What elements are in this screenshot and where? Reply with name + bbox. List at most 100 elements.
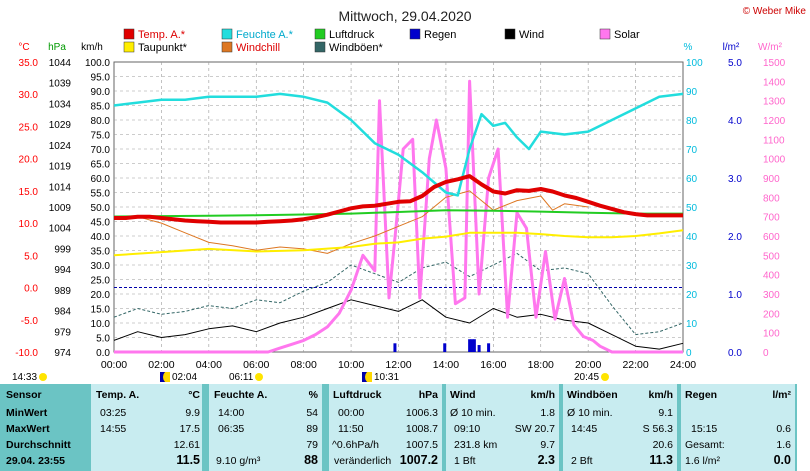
wind-tick-label: 80.0 <box>91 116 111 127</box>
temp-tick-label: 35.0 <box>19 58 39 69</box>
solar-tick-label: 1100 <box>763 135 785 146</box>
row-avg-temp-value: 12.61 <box>173 439 200 451</box>
row-max-label: MaxWert <box>6 423 50 435</box>
rain-tick-label: 0.0 <box>728 348 742 359</box>
row-max-wind-value: SW 20.7 <box>514 423 555 435</box>
wind-tick-label: 0.0 <box>96 348 110 359</box>
header-temp-unit: °C <box>188 389 200 401</box>
row-current-rain-value: 0.0 <box>773 453 791 467</box>
pressure-tick-label: 999 <box>54 244 71 255</box>
legend-label-0: Temp. A.* <box>138 29 186 41</box>
solar-tick-label: 100 <box>763 329 780 340</box>
stats-col-rain <box>681 384 795 471</box>
wind-tick-label: 70.0 <box>91 145 111 156</box>
temp-tick-label: 30.0 <box>19 90 39 101</box>
pressure-tick-label: 1014 <box>49 182 72 193</box>
copyright-text: © Weber Mike <box>743 6 807 17</box>
x-tick-label: 18:00 <box>528 359 554 371</box>
wind-tick-label: 40.0 <box>91 232 111 243</box>
wind-tick-label: 95.0 <box>91 73 111 84</box>
rain-tick-label: 5.0 <box>728 58 742 69</box>
legend-swatch-8 <box>314 41 326 53</box>
solar-tick-label: 0 <box>763 348 769 359</box>
legend-swatch-1 <box>221 28 233 40</box>
temp-tick-label: 25.0 <box>19 122 39 133</box>
unit-solar-label: W/m² <box>758 42 783 53</box>
solar-tick-label: 200 <box>763 309 780 320</box>
row-max-press-value: 1008.7 <box>405 423 438 435</box>
series-line-windchill <box>113 190 589 254</box>
moon-phase-time: 14:33 <box>12 371 38 383</box>
legend-label-8: Windböen* <box>329 42 384 54</box>
plot-grid <box>114 62 683 352</box>
pressure-tick-label: 1019 <box>49 162 72 173</box>
solar-tick-label: 700 <box>763 213 780 224</box>
x-tick-label: 02:00 <box>148 359 174 371</box>
series-line-windben <box>113 252 684 336</box>
row-min-temp-time: 03:25 <box>100 407 127 419</box>
legend-label-7: Windchill <box>236 42 280 54</box>
temp-tick-label: 20.0 <box>19 155 39 166</box>
temp-tick-label: -5.0 <box>21 316 39 327</box>
row-min-wind-value: 1.8 <box>540 407 555 419</box>
legend-swatch-7 <box>221 41 233 53</box>
chart-title: Mittwoch, 29.04.2020 <box>338 8 471 24</box>
wind-tick-label: 25.0 <box>91 276 111 287</box>
legend-label-3: Regen <box>424 29 456 41</box>
row-min-temp-value: 9.9 <box>185 407 200 419</box>
row-max-temp-value: 17.5 <box>179 423 200 435</box>
x-tick-label: 00:00 <box>101 359 127 371</box>
pressure-tick-label: 1044 <box>49 58 72 69</box>
pressure-tick-label: 984 <box>54 307 71 318</box>
temp-tick-label: 10.0 <box>19 219 39 230</box>
legend-swatch-6 <box>123 41 135 53</box>
moonset-event: 02:04 <box>160 370 197 384</box>
rain-bar <box>477 345 481 352</box>
x-axis-labels: 00:00 02:00 04:00 06:00 08:00 10:00 12:00 14:00… <box>101 359 696 371</box>
row-current-label: 29.04. 23:55 <box>6 455 65 467</box>
row-current-gust-bft: 2 Bft <box>571 455 593 467</box>
legend-swatch-2 <box>314 28 326 40</box>
rain-tick-label: 2.0 <box>728 232 742 243</box>
temp-tick-label: 5.0 <box>24 251 38 262</box>
row-current-press-value: 1007.2 <box>399 453 438 467</box>
series-line-solar <box>114 79 683 354</box>
legend-label-6: Taupunkt* <box>138 42 188 54</box>
humidity-tick-label: 90 <box>686 87 698 98</box>
rain-bar <box>443 343 447 352</box>
temp-tick-label: 15.0 <box>19 187 39 198</box>
wind-tick-label: 35.0 <box>91 247 111 258</box>
wind-tick-label: 20.0 <box>91 290 111 301</box>
pressure-tick-label: 994 <box>54 265 71 276</box>
series-line-luftdruck <box>113 209 683 218</box>
x-tick-label: 14:00 <box>433 359 459 371</box>
temp-tick-label: 0.0 <box>24 284 38 295</box>
stats-col-pressure <box>329 384 442 471</box>
wind-tick-label: 100.0 <box>85 58 110 69</box>
row-avg-label: Durchschnitt <box>6 439 71 451</box>
sunset-time: 20:45 <box>574 371 600 383</box>
pressure-tick-label: 1039 <box>49 79 72 90</box>
header-gust: Windböen <box>567 389 618 401</box>
legend-swatch-5 <box>599 28 611 40</box>
row-avg-wind-distance: 231.8 km <box>454 439 498 451</box>
header-wind-unit: km/h <box>530 389 555 401</box>
series-line-taupunkt <box>113 229 684 257</box>
row-current-hum-value: 88 <box>304 453 318 467</box>
solar-tick-label: 500 <box>763 251 780 262</box>
row-current-wind-bft: 1 Bft <box>454 455 476 467</box>
row-max-press-time: 11:50 <box>338 423 364 435</box>
humidity-tick-label: 10 <box>686 319 698 330</box>
legend-label-4: Wind <box>519 29 544 41</box>
rain-bar <box>393 343 397 352</box>
rain-bar <box>468 339 472 352</box>
sunrise-icon <box>255 373 264 381</box>
header-humidity-unit: % <box>308 389 318 401</box>
row-max-hum-time: 06:35 <box>218 423 245 435</box>
row-min-label: MinWert <box>6 407 48 419</box>
x-tick-label: 24:00 <box>670 359 696 371</box>
temp-tick-label: -10.0 <box>15 348 38 359</box>
row-max-rain-time: 15:15 <box>691 423 718 435</box>
humidity-tick-label: 0 <box>686 348 692 359</box>
solar-tick-label: 600 <box>763 232 780 243</box>
